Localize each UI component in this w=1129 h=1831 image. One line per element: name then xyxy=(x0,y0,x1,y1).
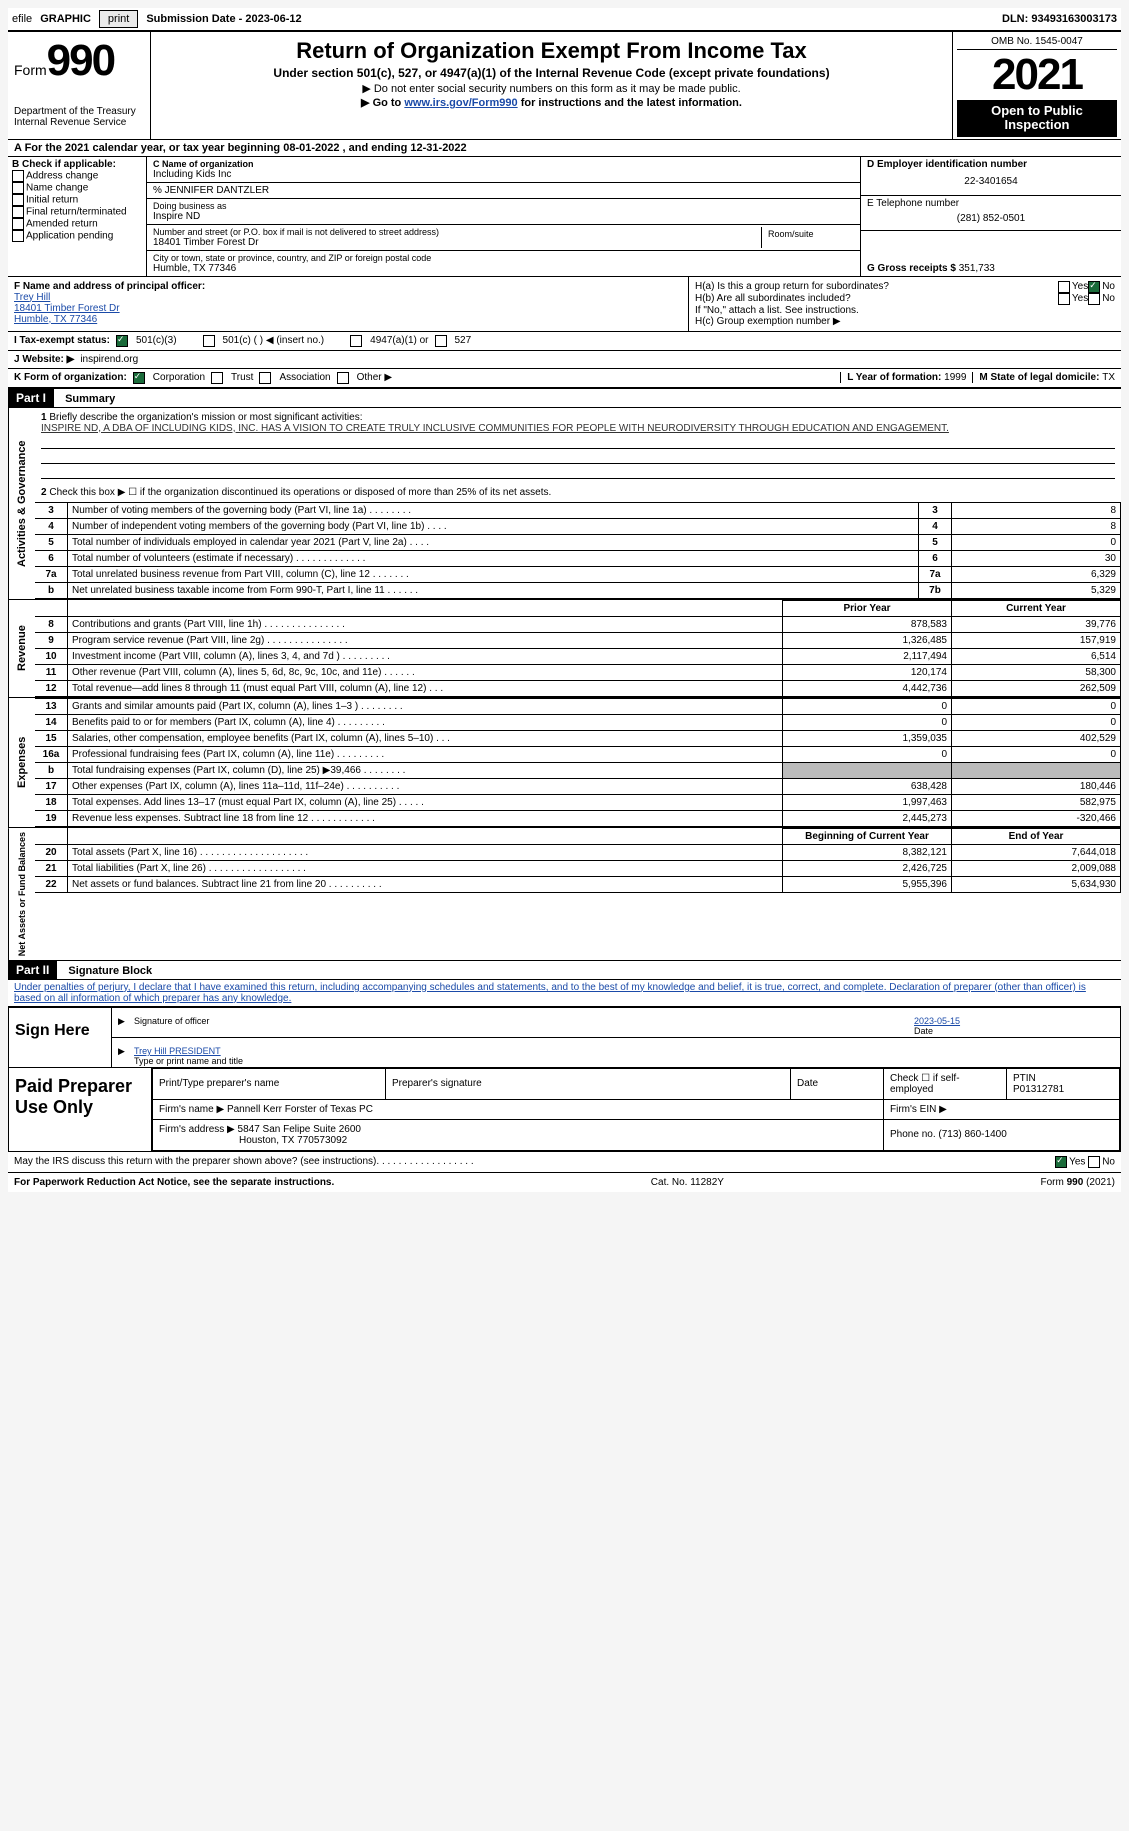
paid-preparer-label: Paid Preparer Use Only xyxy=(9,1068,152,1151)
col-f: F Name and address of principal officer:… xyxy=(8,277,689,331)
section-fh: F Name and address of principal officer:… xyxy=(8,277,1121,332)
chk-final[interactable] xyxy=(12,206,24,218)
col-d: D Employer identification number 22-3401… xyxy=(860,157,1121,276)
ein: 22-3401654 xyxy=(867,170,1115,193)
state-domicile: TX xyxy=(1102,372,1115,383)
ptin: P01312781 xyxy=(1013,1084,1064,1095)
chk-name[interactable] xyxy=(12,182,24,194)
part1-header: Part I Summary xyxy=(8,389,1121,408)
header-left: Form990 Department of the Treasury Inter… xyxy=(8,32,151,139)
declaration: Under penalties of perjury, I declare th… xyxy=(8,980,1121,1006)
chk-address[interactable] xyxy=(12,170,24,182)
chk-trust[interactable] xyxy=(211,372,223,384)
org-name: Including Kids Inc xyxy=(153,169,854,180)
row-k: K Form of organization: Corporation Trus… xyxy=(8,369,1121,389)
col-c: C Name of organization Including Kids In… xyxy=(147,157,860,276)
street: 18401 Timber Forest Dr xyxy=(153,237,761,248)
chk-527[interactable] xyxy=(435,335,447,347)
dba: Inspire ND xyxy=(153,211,854,222)
form-footer: Form 990 (2021) xyxy=(1041,1177,1115,1188)
chk-501c3[interactable] xyxy=(116,335,128,347)
print-button[interactable]: print xyxy=(99,10,138,28)
discuss-row: May the IRS discuss this return with the… xyxy=(8,1152,1121,1173)
chk-hb-no[interactable] xyxy=(1088,293,1100,305)
row-j: J Website: ▶ inspirend.org xyxy=(8,351,1121,369)
col-b: B Check if applicable: Address change Na… xyxy=(8,157,147,276)
form-subtitle: Under section 501(c), 527, or 4947(a)(1)… xyxy=(159,66,944,80)
chk-ha-no[interactable] xyxy=(1088,281,1100,293)
chk-assoc[interactable] xyxy=(259,372,271,384)
firm-name: Pannell Kerr Forster of Texas PC xyxy=(227,1104,373,1115)
form-number: 990 xyxy=(47,36,114,85)
chk-amended[interactable] xyxy=(12,218,24,230)
city: Humble, TX 77346 xyxy=(153,263,854,274)
tax-year: 2021 xyxy=(957,50,1117,100)
chk-corp[interactable] xyxy=(133,372,145,384)
chk-pending[interactable] xyxy=(12,230,24,242)
section-bcd: B Check if applicable: Address change Na… xyxy=(8,157,1121,277)
open-inspection: Open to Public Inspection xyxy=(957,100,1117,137)
submission-date: Submission Date - 2023-06-12 xyxy=(146,13,301,25)
rev-section: Revenue Prior Year Current Year 8Contrib… xyxy=(8,600,1121,698)
chk-discuss-yes[interactable] xyxy=(1055,1156,1067,1168)
omb-number: OMB No. 1545-0047 xyxy=(957,34,1117,50)
header-right: OMB No. 1545-0047 2021 Open to Public In… xyxy=(952,32,1121,139)
vtab-netassets: Net Assets or Fund Balances xyxy=(8,828,35,960)
vtab-governance: Activities & Governance xyxy=(8,408,35,599)
care-of: % JENNIFER DANTZLER xyxy=(147,183,860,199)
efile-label: efile xyxy=(12,13,32,25)
website: inspirend.org xyxy=(80,354,138,365)
preparer-block: Paid Preparer Use Only Print/Type prepar… xyxy=(8,1068,1121,1152)
firm-phone: (713) 860-1400 xyxy=(938,1129,1006,1140)
net-table: Beginning of Current Year End of Year 20… xyxy=(35,828,1121,893)
part2-header: Part II Signature Block xyxy=(8,961,1121,980)
gov-table: 3Number of voting members of the governi… xyxy=(35,502,1121,599)
irs-link[interactable]: www.irs.gov/Form990 xyxy=(404,97,517,109)
header-line2: ▶ Go to www.irs.gov/Form990 for instruct… xyxy=(159,96,944,109)
vtab-revenue: Revenue xyxy=(8,600,35,697)
sign-here-label: Sign Here xyxy=(9,1008,112,1067)
chk-initial[interactable] xyxy=(12,194,24,206)
sign-block: Sign Here ▶ Signature of officer 2023-05… xyxy=(8,1006,1121,1068)
dln: DLN: 93493163003173 xyxy=(1002,13,1117,25)
net-section: Net Assets or Fund Balances Beginning of… xyxy=(8,828,1121,961)
footer: For Paperwork Reduction Act Notice, see … xyxy=(8,1173,1121,1192)
rev-table: Prior Year Current Year 8Contributions a… xyxy=(35,600,1121,697)
col-h: H(a) Is this a group return for subordin… xyxy=(689,277,1121,331)
row-i: I Tax-exempt status: 501(c)(3) 501(c) ( … xyxy=(8,332,1121,351)
exp-table: 13Grants and similar amounts paid (Part … xyxy=(35,698,1121,827)
sign-date: 2023-05-15 xyxy=(914,1016,1114,1026)
chk-other[interactable] xyxy=(337,372,349,384)
mission: INSPIRE ND, A DBA OF INCLUDING KIDS, INC… xyxy=(41,423,949,434)
chk-ha-yes[interactable] xyxy=(1058,281,1070,293)
cat-no: Cat. No. 11282Y xyxy=(651,1177,724,1188)
officer-name: Trey Hill xyxy=(14,292,682,303)
form-title: Return of Organization Exempt From Incom… xyxy=(159,38,944,64)
chk-hb-yes[interactable] xyxy=(1058,293,1070,305)
header-mid: Return of Organization Exempt From Incom… xyxy=(151,32,952,139)
dept-label: Department of the Treasury Internal Reve… xyxy=(14,106,144,128)
chk-discuss-no[interactable] xyxy=(1088,1156,1100,1168)
topbar: efile GRAPHIC print Submission Date - 20… xyxy=(8,8,1121,32)
header: Form990 Department of the Treasury Inter… xyxy=(8,32,1121,140)
vtab-expenses: Expenses xyxy=(8,698,35,827)
row-a: A For the 2021 calendar year, or tax yea… xyxy=(8,140,1121,157)
exp-section: Expenses 13Grants and similar amounts pa… xyxy=(8,698,1121,828)
gross-receipts: 351,733 xyxy=(959,263,995,274)
phone: (281) 852-0501 xyxy=(867,209,1115,228)
chk-4947[interactable] xyxy=(350,335,362,347)
year-formation: 1999 xyxy=(944,372,966,383)
graphic-label: GRAPHIC xyxy=(40,13,91,25)
gov-section: Activities & Governance 1 Briefly descri… xyxy=(8,408,1121,600)
header-line1: ▶ Do not enter social security numbers o… xyxy=(159,82,944,95)
chk-501c[interactable] xyxy=(203,335,215,347)
officer-print: Trey Hill PRESIDENT xyxy=(134,1046,1114,1056)
form-page: efile GRAPHIC print Submission Date - 20… xyxy=(8,8,1121,1192)
